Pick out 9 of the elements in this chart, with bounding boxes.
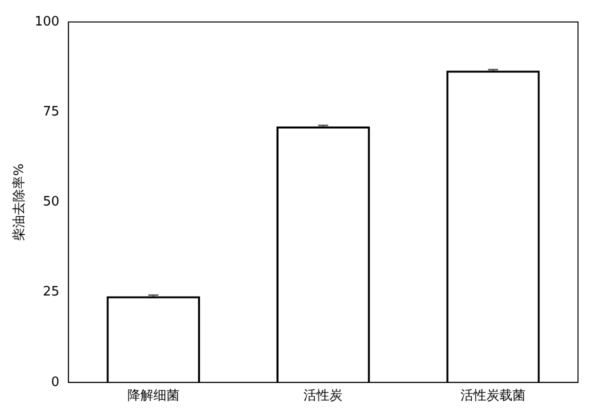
y-tick-label: 0 bbox=[51, 374, 60, 390]
y-tick-label: 75 bbox=[42, 104, 60, 120]
x-tick-label: 降解细菌 bbox=[127, 388, 180, 404]
x-tick-label: 活性炭载菌 bbox=[460, 388, 526, 404]
x-tick-label: 活性炭 bbox=[304, 388, 343, 404]
y-axis-title: 柴油去除率% bbox=[11, 164, 28, 241]
y-tick-label: 100 bbox=[34, 14, 60, 30]
y-tick-label: 50 bbox=[42, 194, 60, 210]
y-tick-label: 25 bbox=[42, 284, 60, 300]
